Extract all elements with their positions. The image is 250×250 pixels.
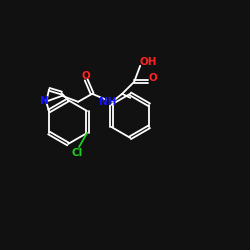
Text: N: N: [40, 96, 48, 106]
Text: O: O: [82, 71, 90, 81]
Text: O: O: [149, 73, 158, 83]
Text: Cl: Cl: [72, 148, 83, 158]
Text: OH: OH: [140, 57, 157, 67]
Text: NH: NH: [100, 97, 117, 107]
